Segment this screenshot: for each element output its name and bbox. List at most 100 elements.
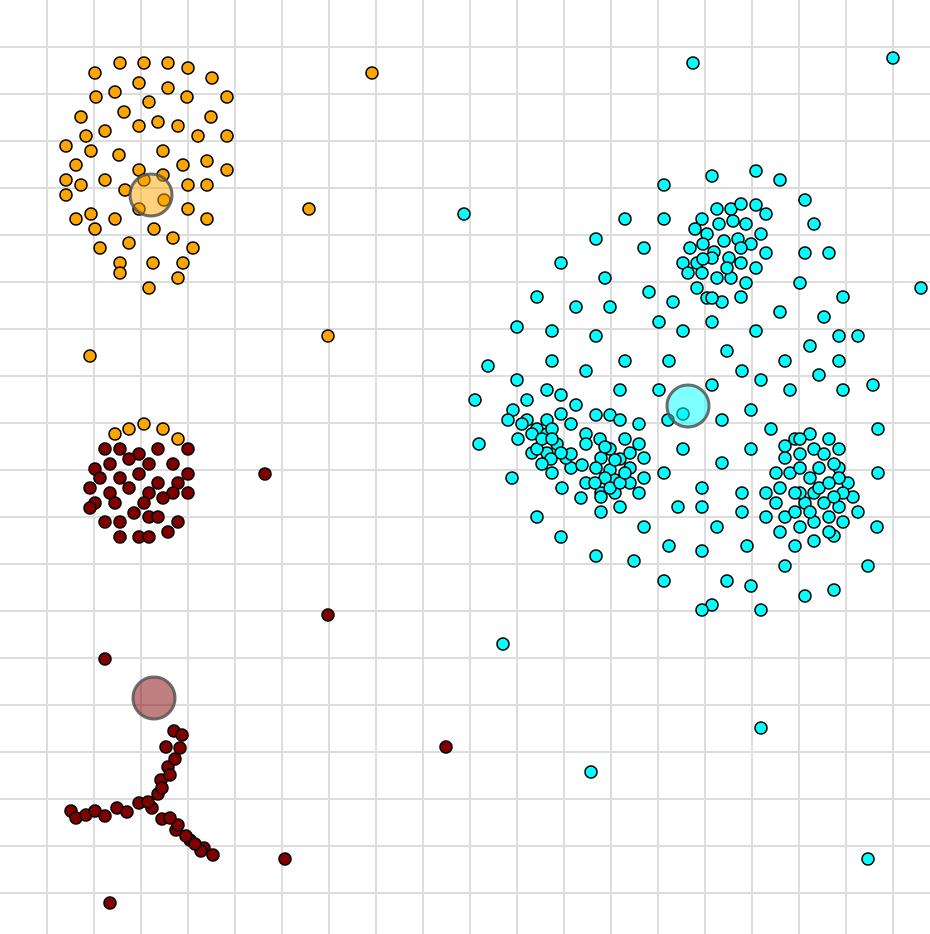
data-point-series-1: [93, 471, 107, 485]
data-point-series-1: [181, 442, 195, 456]
data-point-series-0: [79, 129, 93, 143]
data-point-series-2: [589, 549, 603, 563]
data-point-series-0: [147, 222, 161, 236]
data-point-series-2: [511, 432, 525, 446]
data-point-series-1: [122, 452, 136, 466]
data-point-series-1: [168, 752, 182, 766]
data-point-series-2: [705, 315, 719, 329]
data-point-series-2: [817, 310, 831, 324]
data-point-series-1: [171, 515, 185, 529]
data-point-series-0: [117, 105, 131, 119]
data-point-series-2: [594, 490, 608, 504]
data-point-series-1: [113, 530, 127, 544]
data-point-series-2: [778, 354, 792, 368]
data-point-series-1: [159, 740, 173, 754]
data-point-series-2: [793, 276, 807, 290]
data-point-series-2: [749, 324, 763, 338]
data-point-series-2: [754, 721, 768, 735]
data-point-series-2: [807, 534, 821, 548]
data-point-series-2: [603, 300, 617, 314]
data-point-series-2: [788, 505, 802, 519]
data-point-series-2: [866, 378, 880, 392]
data-point-series-2: [720, 574, 734, 588]
data-point-series-1: [156, 491, 170, 505]
data-point-series-0: [220, 90, 234, 104]
data-point-series-2: [501, 413, 515, 427]
data-point-series-2: [749, 164, 763, 178]
data-point-series-0: [98, 173, 112, 187]
data-point-series-2: [696, 237, 710, 251]
data-point-series-1: [98, 652, 112, 666]
data-point-series-2: [749, 261, 763, 275]
data-point-series-2: [807, 217, 821, 231]
cluster-centroid-2: [665, 383, 711, 429]
data-point-series-2: [914, 281, 928, 295]
data-point-series-2: [666, 295, 680, 309]
data-point-series-2: [735, 486, 749, 500]
data-point-series-1: [439, 740, 453, 754]
data-point-series-1: [98, 515, 112, 529]
data-point-series-2: [589, 408, 603, 422]
data-point-series-2: [822, 476, 836, 490]
data-point-series-2: [798, 193, 812, 207]
data-point-series-1: [120, 805, 134, 819]
data-point-series-2: [657, 466, 671, 480]
data-point-series-2: [886, 51, 900, 65]
data-point-series-2: [594, 505, 608, 519]
data-point-series-1: [151, 442, 165, 456]
data-point-series-2: [505, 471, 519, 485]
data-point-series-2: [695, 603, 709, 617]
data-point-series-2: [695, 481, 709, 495]
data-point-series-0: [176, 158, 190, 172]
data-point-series-2: [481, 359, 495, 373]
data-point-series-2: [793, 461, 807, 475]
data-point-series-2: [735, 505, 749, 519]
data-point-series-0: [122, 236, 136, 250]
data-point-series-2: [623, 446, 637, 460]
data-point-series-2: [734, 241, 748, 255]
data-point-series-0: [200, 178, 214, 192]
data-point-series-0: [186, 241, 200, 255]
data-point-series-0: [321, 329, 335, 343]
data-point-series-2: [695, 212, 709, 226]
data-point-series-2: [851, 505, 865, 519]
data-point-series-2: [803, 471, 817, 485]
data-point-series-0: [88, 66, 102, 80]
data-point-series-2: [618, 212, 632, 226]
data-point-series-0: [161, 56, 175, 70]
data-point-series-0: [365, 66, 379, 80]
data-points: [59, 51, 928, 910]
data-point-series-2: [688, 222, 702, 236]
data-point-series-2: [739, 217, 753, 231]
data-point-series-2: [744, 403, 758, 417]
data-point-series-2: [817, 496, 831, 510]
data-point-series-2: [695, 266, 709, 280]
data-point-series-2: [554, 407, 568, 421]
data-point-series-2: [822, 432, 836, 446]
data-point-series-1: [141, 795, 155, 809]
data-point-series-1: [142, 457, 156, 471]
data-point-series-2: [690, 281, 704, 295]
data-point-series-0: [137, 417, 151, 431]
data-point-series-0: [161, 81, 175, 95]
data-point-series-2: [773, 173, 787, 187]
data-point-series-2: [803, 505, 817, 519]
data-point-series-2: [827, 583, 841, 597]
data-point-series-2: [705, 378, 719, 392]
data-point-series-2: [726, 214, 740, 228]
data-point-series-2: [683, 241, 697, 255]
data-point-series-2: [744, 442, 758, 456]
data-point-series-2: [822, 246, 836, 260]
data-point-series-2: [793, 432, 807, 446]
data-point-series-2: [632, 417, 646, 431]
data-point-series-2: [530, 510, 544, 524]
data-point-series-1: [175, 728, 189, 742]
data-point-series-2: [618, 354, 632, 368]
data-point-series-0: [171, 432, 185, 446]
data-point-series-1: [83, 501, 97, 515]
data-point-series-2: [627, 554, 641, 568]
data-point-series-0: [156, 144, 170, 158]
data-point-series-2: [744, 579, 758, 593]
data-point-series-0: [69, 212, 83, 226]
data-point-series-2: [652, 383, 666, 397]
